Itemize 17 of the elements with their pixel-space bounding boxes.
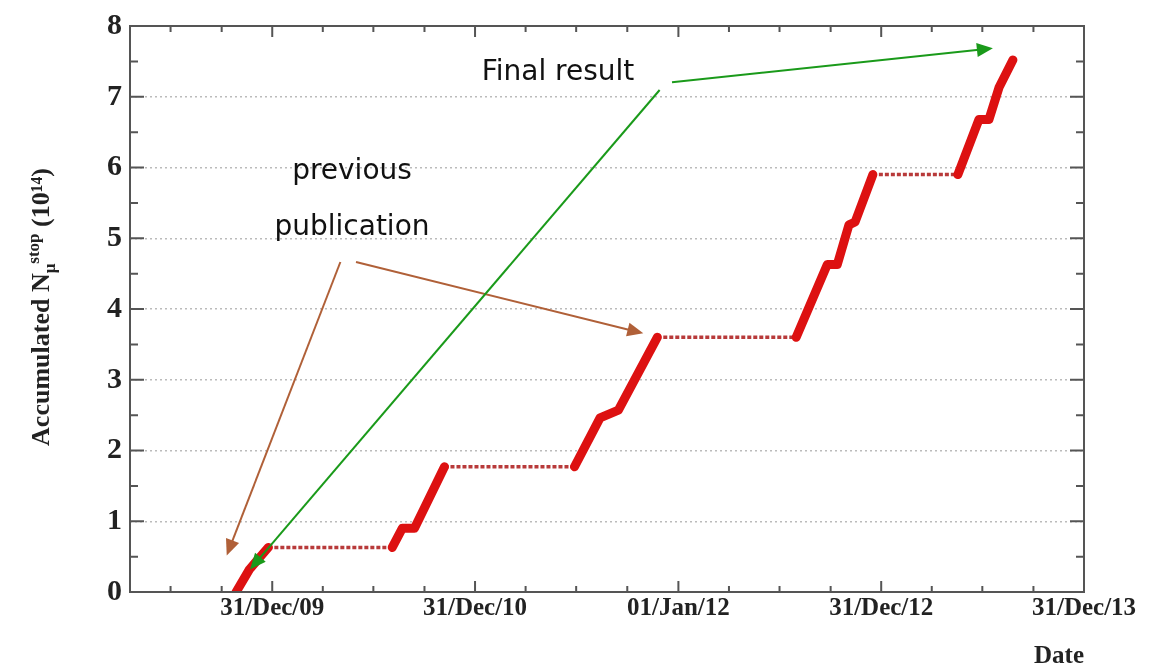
x-tick-label: 31/Dec/10: [422, 593, 528, 621]
x-tick-label: 31/Dec/09: [220, 593, 325, 621]
y-tick-label: 2: [107, 431, 122, 465]
y-tick-label: 3: [107, 360, 122, 394]
x-tick-label: 31/Dec/13: [1031, 593, 1137, 621]
annotation: Final result: [481, 54, 635, 88]
y-tick-label: 6: [107, 148, 122, 182]
y-tick-label: 4: [107, 289, 122, 323]
x-tick-label: 01/Jan/12: [627, 593, 730, 621]
y-tick-label: 8: [107, 6, 122, 40]
x-tick-label: 31/Dec/12: [829, 593, 934, 621]
y-tick-label: 0: [107, 572, 122, 606]
y-tick-label: 5: [107, 219, 122, 252]
y-tick-label: 7: [107, 77, 122, 111]
x-axis-title: Date: [1034, 641, 1084, 669]
annotation: previous publication: [274, 153, 430, 243]
y-tick-label: 1: [107, 502, 122, 535]
